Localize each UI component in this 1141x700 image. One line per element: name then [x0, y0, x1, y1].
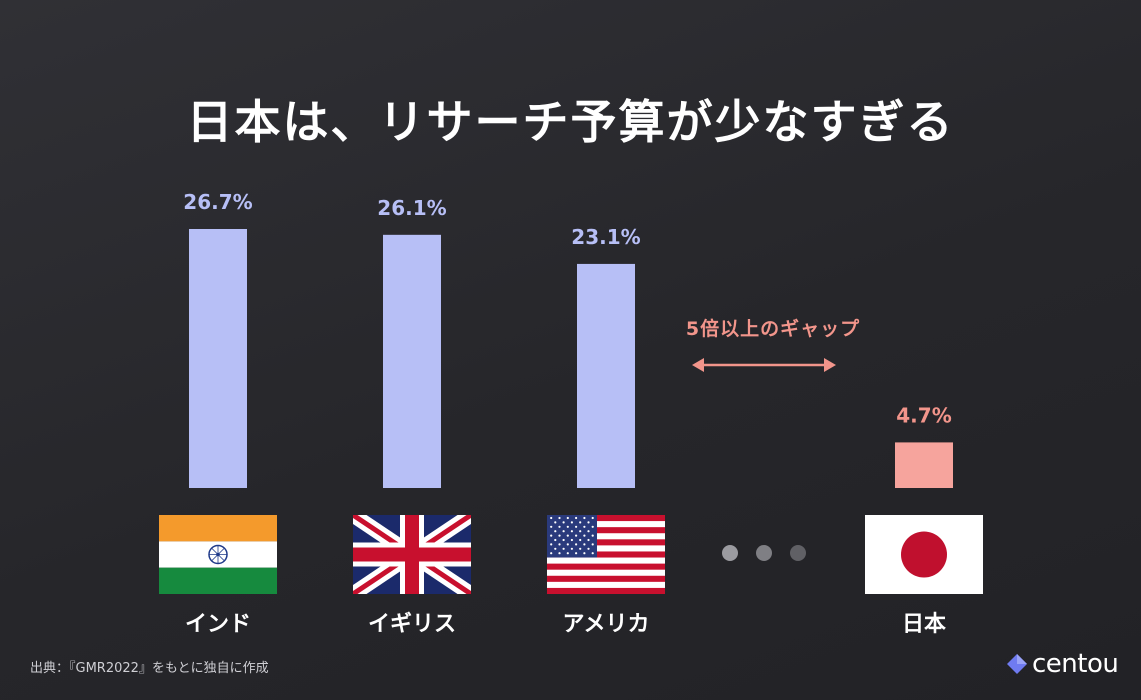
ellipsis-dot — [790, 545, 806, 561]
value-label-1: 26.1% — [377, 196, 446, 220]
japan-flag-icon — [865, 515, 983, 594]
logo-diamond-icon — [1007, 654, 1027, 674]
logo-text: centou — [1032, 649, 1119, 679]
uk-flag-icon — [353, 515, 471, 594]
country-label-india: インド — [184, 612, 251, 637]
country-label-uk: イギリス — [367, 612, 456, 637]
value-label-3: 4.7% — [896, 403, 951, 427]
gap-arrow — [692, 358, 836, 372]
country-label-usa: アメリカ — [562, 612, 650, 637]
bar-3 — [895, 442, 953, 488]
bar-1 — [383, 234, 441, 488]
centou-logo: centou — [1006, 648, 1119, 680]
value-labels-group: 26.7% 26.1% 23.1% 4.7% — [183, 190, 951, 427]
source-note: 出典：『GMR2022』をもとに独自に作成 — [30, 661, 269, 676]
bar-2 — [577, 263, 635, 488]
value-label-2: 23.1% — [571, 225, 640, 249]
country-label-japan: 日本 — [901, 612, 946, 637]
ellipsis-dot — [722, 545, 738, 561]
bar-0 — [189, 229, 247, 488]
india-flag-icon — [159, 515, 277, 594]
value-label-0: 26.7% — [183, 190, 252, 214]
bars-group — [189, 229, 953, 488]
page-title: 日本は、リサーチ予算が少なすぎる — [186, 95, 955, 149]
gap-annotation: 5倍以上のギャップ — [685, 318, 861, 340]
ellipsis-dot — [756, 545, 772, 561]
usa-flag-icon — [547, 515, 665, 594]
